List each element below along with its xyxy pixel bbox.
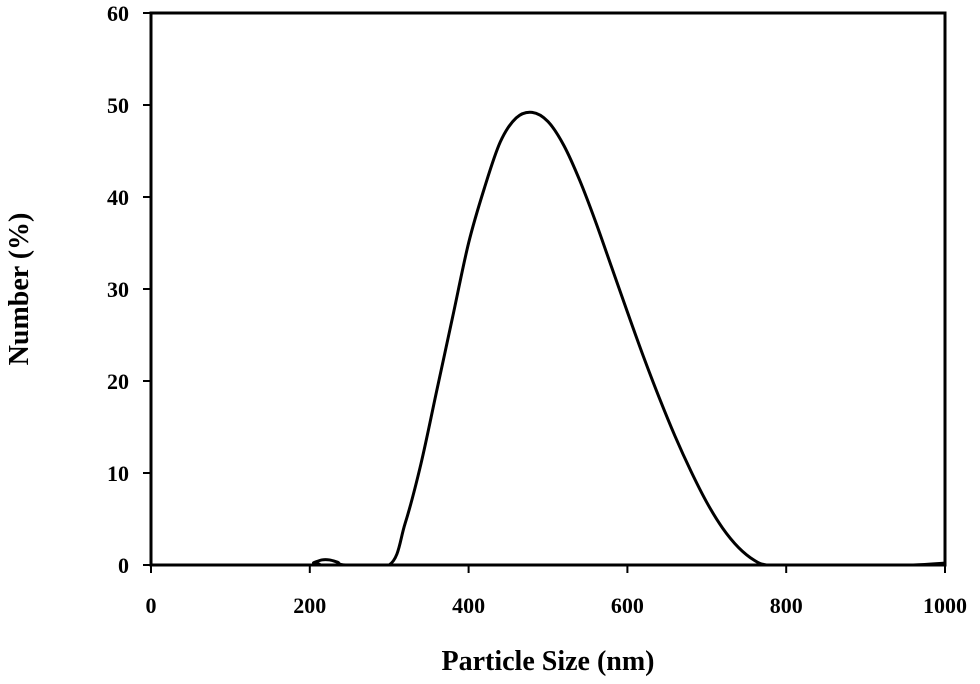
- plot-area-frame: [149, 11, 947, 567]
- y-tick-label: 10: [107, 461, 129, 486]
- x-tick-label: 1000: [923, 593, 967, 618]
- y-tick-label: 40: [107, 185, 129, 210]
- x-tick-label: 200: [293, 593, 326, 618]
- x-tick-label: 600: [611, 593, 644, 618]
- y-tick-label: 50: [107, 93, 129, 118]
- y-axis-title: Number (%): [4, 213, 35, 366]
- y-tick-label: 20: [107, 369, 129, 394]
- x-tick-labels: 0 200 400 600 800 1000: [146, 593, 968, 618]
- x-tick-label: 800: [770, 593, 803, 618]
- y-tick-label: 0: [118, 553, 129, 578]
- x-tick-label: 400: [452, 593, 485, 618]
- x-tick-label: 0: [146, 593, 157, 618]
- y-tick-labels: 0 10 20 30 40 50 60: [107, 1, 129, 578]
- y-tick-label: 30: [107, 277, 129, 302]
- x-axis-title: Particle Size (nm): [441, 646, 654, 677]
- y-tick-label: 60: [107, 1, 129, 26]
